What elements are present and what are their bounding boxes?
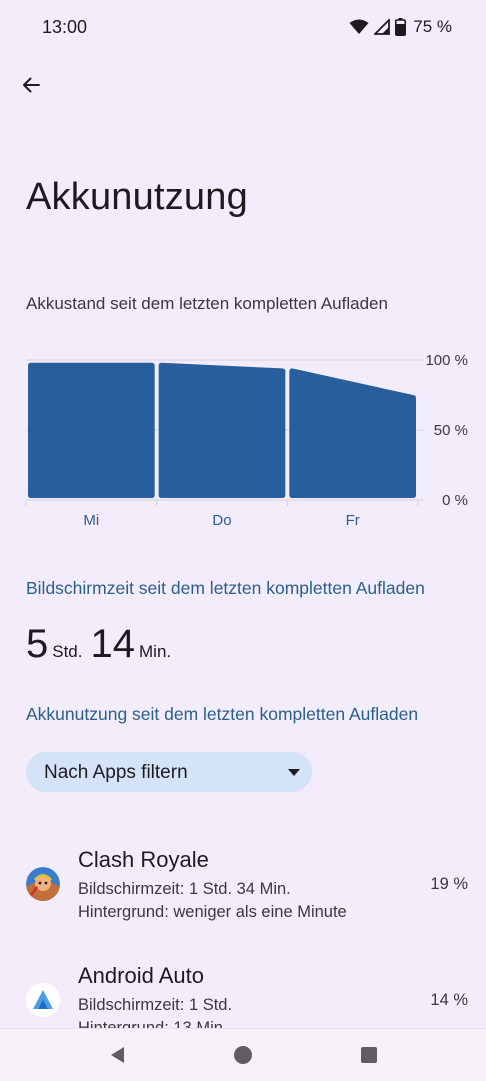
wifi-icon [349,19,369,34]
screen-time-hours: 5 [26,622,49,666]
nav-home-icon[interactable] [233,1045,253,1065]
chart-bar-fr [289,368,416,498]
chart-bar-do [158,362,286,498]
navigation-bar [0,1028,486,1081]
app-battery-percent: 14 % [430,991,468,1009]
app-screen-time: Bildschirmzeit: 1 Std. [78,996,233,1014]
back-button[interactable] [14,68,48,102]
filter-dropdown[interactable]: Nach Apps filtern [26,752,312,792]
screen-time-minutes: 14 [90,622,136,666]
app-name: Android Auto [78,963,204,988]
app-background-time: Hintergrund: weniger als eine Minute [78,903,347,921]
screen-time-hours-unit: Std. [52,642,83,661]
app-item-clash-royale[interactable]: Clash Royale Bildschirmzeit: 1 Std. 34 M… [0,840,486,940]
status-icons: 75 % [349,17,452,37]
chart-bar-mi [28,362,155,498]
cell-signal-icon [374,19,391,35]
x-tick-label: Fr [346,512,360,529]
status-time: 13:00 [42,17,88,37]
dropdown-arrow-icon [288,769,300,776]
screen-time-value: 5 Std. 14 Min. [26,622,179,667]
nav-recents-icon[interactable] [359,1045,379,1065]
clash-royale-app-icon [26,867,60,901]
chart-title: Akkustand seit dem letzten kompletten Au… [26,294,388,313]
battery-percent: 75 % [413,17,452,36]
x-tick-label: Do [212,512,231,529]
y-tick-label: 100 % [425,352,468,369]
page-title: Akkunutzung [26,176,248,218]
app-battery-percent: 19 % [430,875,468,893]
app-name: Clash Royale [78,847,209,872]
app-screen-time: Bildschirmzeit: 1 Std. 34 Min. [78,880,291,898]
arrow-back-icon [23,77,40,93]
android-auto-app-icon [26,983,60,1017]
x-tick-label: Mi [83,512,99,529]
filter-label: Nach Apps filtern [44,762,188,783]
screen-time-minutes-unit: Min. [139,642,172,661]
y-tick-label: 50 % [434,422,468,439]
nav-back-icon[interactable] [108,1045,128,1065]
status-bar: 13:00 75 % [0,0,486,56]
battery-icon [395,18,407,36]
screen-time-heading[interactable]: Bildschirmzeit seit dem letzten komplett… [26,578,425,598]
battery-level-chart: 100 % 50 % 0 % Mi Do Fr [25,352,468,529]
y-tick-label: 0 % [442,492,468,509]
usage-heading[interactable]: Akkunutzung seit dem letzten kompletten … [26,704,419,724]
